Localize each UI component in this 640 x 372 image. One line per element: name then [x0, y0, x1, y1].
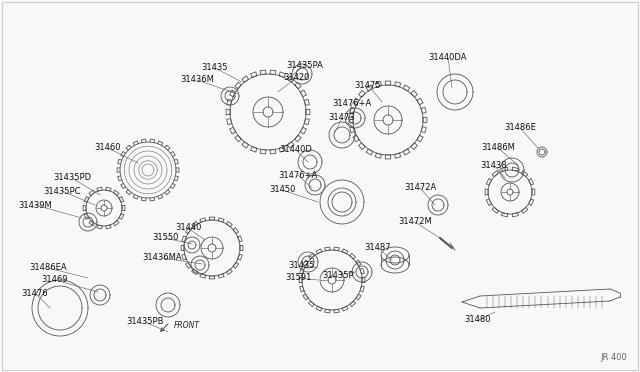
Text: 31550: 31550 — [152, 234, 178, 243]
Text: 31487: 31487 — [365, 244, 391, 253]
Text: FRONT: FRONT — [174, 321, 200, 330]
Text: 31480: 31480 — [465, 315, 492, 324]
Text: 31476+A: 31476+A — [278, 170, 317, 180]
Text: 31472A: 31472A — [404, 183, 436, 192]
Text: 31435: 31435 — [202, 64, 228, 73]
Text: 31460: 31460 — [95, 144, 121, 153]
Text: 31435PA: 31435PA — [287, 61, 323, 70]
Text: 31476: 31476 — [22, 289, 48, 298]
Text: 31435PB: 31435PB — [126, 317, 164, 327]
Text: 31435: 31435 — [289, 260, 316, 269]
Text: 31438: 31438 — [481, 160, 508, 170]
Text: 31486M: 31486M — [481, 144, 515, 153]
Text: 31486EA: 31486EA — [29, 263, 67, 273]
Text: 31591: 31591 — [285, 273, 311, 282]
Text: 31469: 31469 — [42, 276, 68, 285]
Text: 31440DA: 31440DA — [429, 54, 467, 62]
Text: 31435PD: 31435PD — [53, 173, 91, 183]
Text: 31476+A: 31476+A — [332, 99, 372, 109]
Text: 31436MA: 31436MA — [142, 253, 182, 263]
Text: 31450: 31450 — [269, 186, 295, 195]
Text: 31439M: 31439M — [18, 201, 52, 209]
Text: JR 400: JR 400 — [600, 353, 627, 362]
Text: 31472M: 31472M — [398, 218, 432, 227]
Text: 31435PC: 31435PC — [44, 186, 81, 196]
Text: 31420: 31420 — [283, 74, 309, 83]
Text: 31440D: 31440D — [280, 145, 312, 154]
Text: 31435P: 31435P — [322, 270, 354, 279]
Text: 31440: 31440 — [175, 224, 201, 232]
Text: 31486E: 31486E — [504, 124, 536, 132]
Text: 31475: 31475 — [355, 80, 381, 90]
Text: 31473: 31473 — [329, 113, 355, 122]
Text: 31436M: 31436M — [180, 76, 214, 84]
